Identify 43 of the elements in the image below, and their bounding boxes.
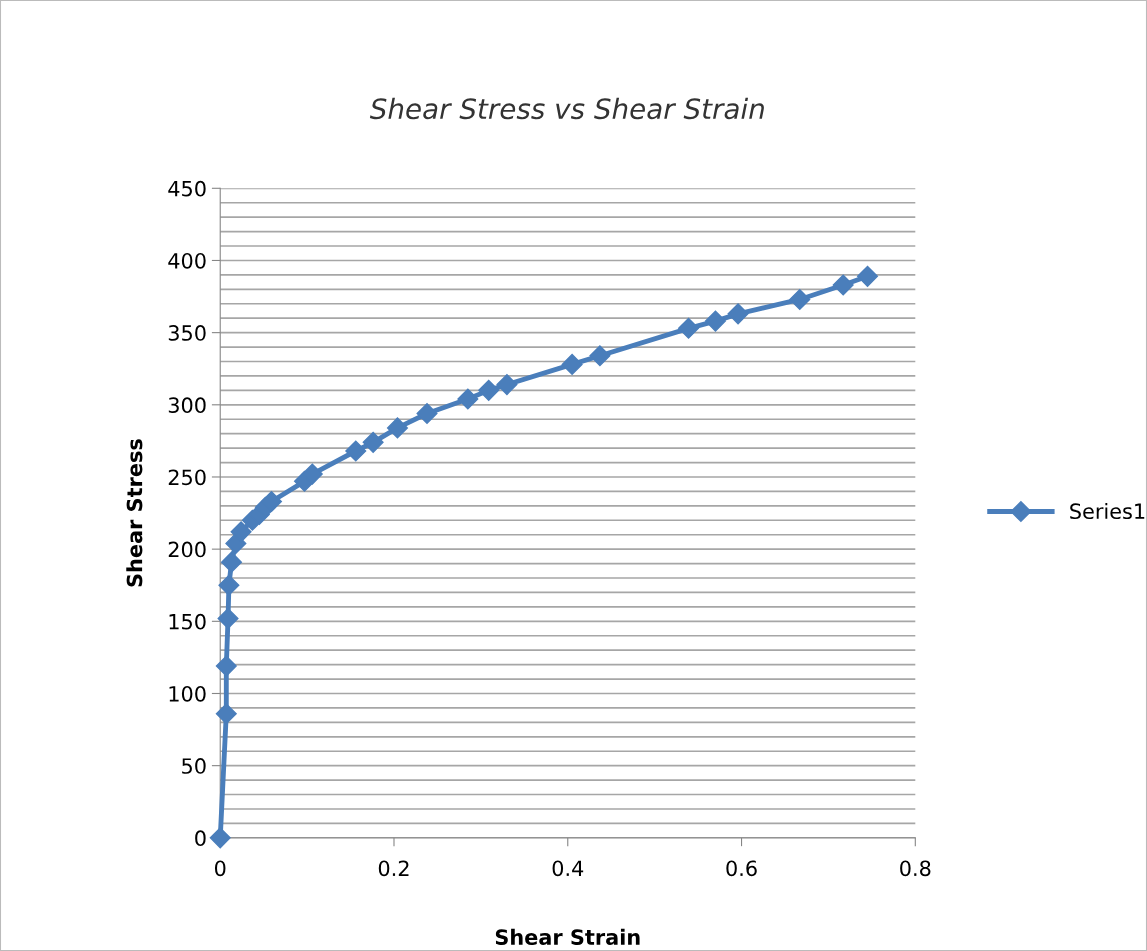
y-tick-label: 250 xyxy=(168,469,206,486)
y-tick-label: 300 xyxy=(168,397,206,414)
x-tick-label: 0.4 xyxy=(552,860,584,877)
point xyxy=(832,274,854,296)
y-tick-label: 0 xyxy=(195,830,206,847)
point xyxy=(386,417,408,439)
x-tick-label: 0.6 xyxy=(726,860,757,877)
x-tick-label: 0.2 xyxy=(378,860,409,877)
point xyxy=(209,827,231,849)
point xyxy=(416,402,438,424)
point xyxy=(561,353,583,375)
y-tick-label: 450 xyxy=(168,180,206,197)
point xyxy=(230,521,252,543)
y-tick-label: 200 xyxy=(168,541,206,558)
point xyxy=(301,463,323,485)
y-tick-label: 400 xyxy=(168,252,206,269)
point xyxy=(678,317,700,339)
point xyxy=(215,655,237,677)
chart-title: Shear Stress vs Shear Strain xyxy=(369,97,764,120)
point xyxy=(704,310,726,332)
point xyxy=(727,303,749,325)
point xyxy=(478,379,500,401)
point xyxy=(221,551,243,573)
point xyxy=(857,265,879,287)
y-tick-label: 150 xyxy=(169,613,206,630)
point xyxy=(457,388,479,410)
point xyxy=(260,491,283,513)
legend-label: Series1 xyxy=(1070,502,1145,520)
y-axis-title: Shear Stress xyxy=(126,439,143,587)
point xyxy=(345,440,367,462)
point xyxy=(589,345,611,367)
point xyxy=(362,431,384,453)
point xyxy=(789,288,811,310)
x-tick-label: 0.8 xyxy=(900,860,931,877)
x-tick-label: 0 xyxy=(214,860,226,877)
point xyxy=(215,703,237,725)
y-tick-label: 50 xyxy=(182,758,206,774)
point xyxy=(218,574,240,596)
y-tick-label: 100 xyxy=(169,685,206,702)
point xyxy=(496,374,518,396)
point xyxy=(217,607,239,629)
y-tick-label: 350 xyxy=(168,325,206,341)
x-axis-title: Shear Strain xyxy=(495,928,640,945)
